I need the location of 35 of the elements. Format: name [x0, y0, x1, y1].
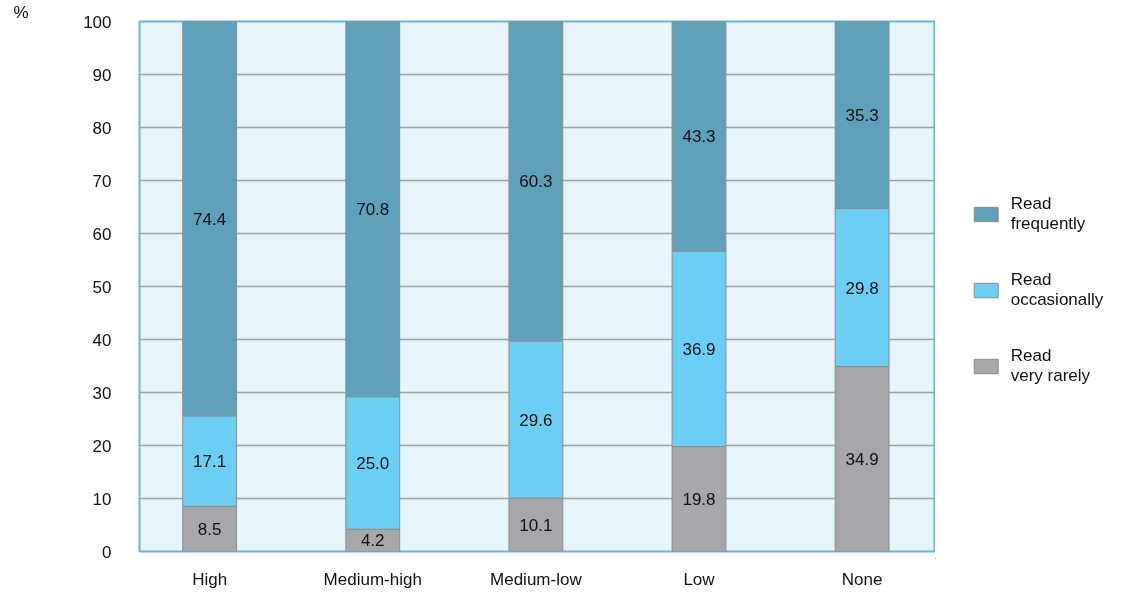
data-label: 25.0 — [356, 453, 390, 473]
data-label: 29.6 — [519, 410, 553, 430]
data-label: 36.9 — [682, 339, 716, 359]
y-tick-label: 20 — [92, 436, 112, 456]
y-tick-label: 90 — [92, 65, 112, 85]
y-tick-label: 30 — [92, 383, 112, 403]
legend-label: Read frequently — [1010, 193, 1086, 234]
y-tick-label: 80 — [92, 118, 112, 138]
y-tick-label: 10 — [92, 489, 112, 509]
x-tick-label: None — [841, 569, 883, 589]
legend-label: Read very rarely — [1010, 345, 1091, 386]
y-tick-label: 60 — [92, 224, 112, 244]
data-label: 19.8 — [682, 490, 716, 510]
data-label: 34.9 — [845, 450, 879, 470]
data-label: 17.1 — [193, 452, 227, 472]
y-tick-label: 0 — [102, 542, 112, 562]
data-label: 43.3 — [682, 127, 716, 147]
y-tick-label: 40 — [92, 330, 112, 350]
x-tick-label: Medium-high — [323, 569, 422, 589]
data-label: 74.4 — [193, 209, 227, 229]
x-tick-label: High — [192, 569, 228, 589]
x-tick-label: Low — [683, 569, 716, 589]
data-label: 8.5 — [197, 519, 222, 539]
data-label: 4.2 — [360, 531, 385, 551]
data-label: 29.8 — [845, 278, 879, 298]
y-tick-label: 100 — [83, 12, 112, 32]
data-label: 60.3 — [519, 172, 553, 192]
y-tick-label: 50 — [92, 277, 112, 297]
y-tick-label: 70 — [92, 171, 112, 191]
y-axis-title: % — [13, 2, 29, 22]
legend-label: Read occasionally — [1010, 269, 1104, 310]
data-label: 10.1 — [519, 515, 553, 535]
data-label: 35.3 — [845, 106, 879, 126]
data-label: 70.8 — [356, 200, 390, 220]
x-tick-label: Medium-low — [490, 569, 583, 589]
